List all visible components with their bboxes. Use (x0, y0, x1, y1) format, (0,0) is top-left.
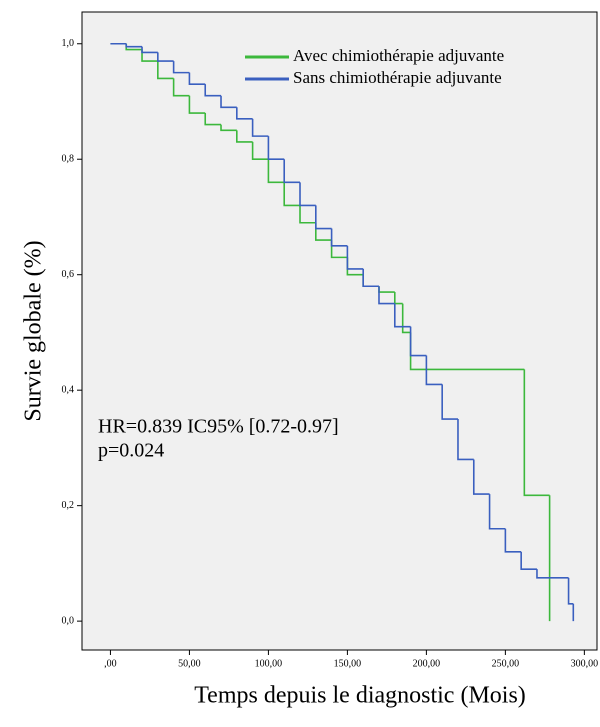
survival-step (409, 326, 427, 357)
survival-step (204, 84, 222, 97)
survival-step (125, 43, 143, 48)
survival-step (251, 118, 269, 137)
survival-step (172, 78, 190, 97)
y-tick-label: 0,0 (62, 615, 75, 626)
x-axis-title: Temps depuis le diagnostic (Mois) (194, 683, 526, 709)
y-axis-title: Survie globale (%) (21, 240, 47, 421)
survival-step (251, 141, 269, 161)
survival-step (188, 95, 206, 114)
survival-step (401, 303, 411, 334)
survival-step (362, 268, 379, 288)
legend-label: Sans chimiothérapie adjuvante (293, 68, 502, 87)
survival-step (299, 182, 316, 207)
survival-step (283, 182, 301, 207)
survival-step (157, 52, 174, 62)
survival-step (425, 355, 443, 386)
survival-step (157, 61, 174, 80)
survival-step (236, 107, 253, 120)
survival-step (141, 49, 158, 62)
survival-step (330, 228, 348, 247)
survival-step (520, 551, 537, 570)
survival-step (267, 159, 285, 184)
survival-step (457, 419, 474, 461)
survival-step (488, 494, 506, 530)
survival-step (220, 95, 237, 109)
y-tick-label: 0,2 (62, 500, 75, 511)
survival-step (267, 136, 285, 161)
survival-step (536, 569, 569, 579)
survival-step (236, 130, 253, 143)
survival-step (393, 303, 411, 328)
x-tick-label: 50,00 (178, 658, 201, 669)
plot-area (81, 11, 598, 651)
survival-step (567, 577, 574, 605)
survival-step (523, 369, 550, 497)
survival-step (141, 46, 158, 54)
survival-step (283, 159, 301, 184)
y-tick-label: 0,8 (62, 154, 75, 165)
x-tick-label: ,00 (104, 658, 117, 669)
x-tick-label: 100,00 (255, 658, 283, 669)
survival-step (472, 459, 490, 495)
survival-step (220, 124, 237, 132)
survival-step (204, 113, 222, 126)
y-tick-label: 1,0 (62, 38, 75, 49)
survival-step (315, 205, 332, 230)
annotation: p=0.024 (98, 440, 164, 462)
y-tick-label: 0,6 (62, 269, 75, 280)
survival-step (172, 61, 190, 74)
survival-step (346, 245, 364, 270)
survival-step (441, 384, 458, 420)
annotation: HR=0.839 IC95% [0.72-0.97] (98, 416, 339, 438)
x-tick-label: 200,00 (413, 658, 441, 669)
survival-step (188, 72, 206, 85)
survival-step (299, 205, 316, 224)
legend-label: Avec chimiothérapie adjuvante (293, 46, 504, 65)
survival-step (378, 286, 395, 305)
x-tick-label: 250,00 (492, 658, 520, 669)
x-tick-label: 300,00 (571, 658, 599, 669)
x-tick-label: 150,00 (334, 658, 362, 669)
survival-step (504, 528, 522, 553)
y-tick-label: 0,4 (62, 384, 75, 395)
